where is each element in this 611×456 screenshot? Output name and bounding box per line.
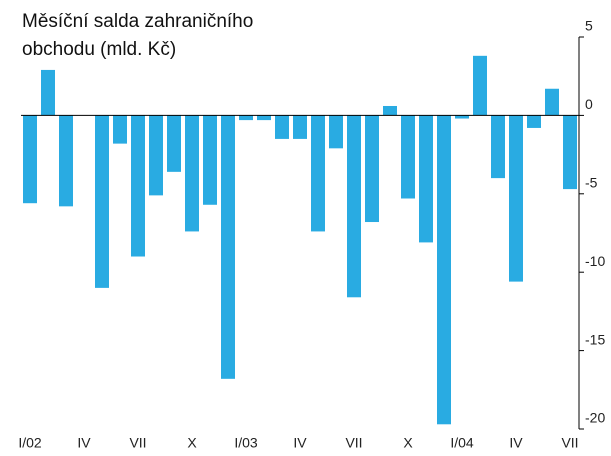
- bar: [221, 115, 235, 379]
- x-tick-label: IV: [77, 435, 91, 451]
- bar: [509, 115, 523, 282]
- bar: [275, 115, 289, 139]
- x-tick-label: I/03: [234, 435, 258, 451]
- bar: [293, 115, 307, 139]
- bar: [185, 115, 199, 232]
- x-tick-label: IV: [509, 435, 523, 451]
- x-tick-label: VII: [129, 435, 146, 451]
- bar: [563, 115, 577, 190]
- bar: [545, 88, 559, 116]
- bar: [383, 105, 397, 116]
- bar: [401, 115, 415, 199]
- bar: [203, 115, 217, 205]
- y-tick-label: -10: [585, 253, 605, 269]
- x-tick-label: I/02: [18, 435, 42, 451]
- bar: [347, 115, 361, 298]
- x-tick-label: X: [187, 435, 197, 451]
- bar: [41, 69, 55, 116]
- bar: [329, 115, 343, 149]
- bar: [257, 115, 271, 121]
- y-tick-label: -20: [585, 410, 605, 426]
- bar: [491, 115, 505, 179]
- bar: [23, 115, 37, 204]
- bar: [455, 115, 469, 119]
- x-tick-label: VII: [345, 435, 362, 451]
- bar: [419, 115, 433, 243]
- x-tick-label: IV: [293, 435, 307, 451]
- bar: [131, 115, 145, 257]
- bar: [437, 115, 451, 425]
- x-tick-label: I/04: [450, 435, 474, 451]
- x-tick-label: X: [403, 435, 413, 451]
- bar: [149, 115, 163, 196]
- bar: [59, 115, 73, 207]
- bar: [113, 115, 127, 144]
- bar: [527, 115, 541, 128]
- y-tick-label: 5: [585, 18, 593, 34]
- y-tick-label: 0: [585, 96, 593, 112]
- bar: [311, 115, 325, 232]
- bar: [473, 55, 487, 116]
- chart-title: Měsíční salda zahraničního obchodu (mld.…: [22, 11, 254, 60]
- y-tick-label: -15: [585, 331, 605, 347]
- bar: [95, 115, 109, 288]
- y-tick-label: -5: [585, 175, 598, 191]
- x-tick-label: VII: [561, 435, 578, 451]
- bar: [167, 115, 181, 172]
- bar: [239, 115, 253, 121]
- bar: [365, 115, 379, 223]
